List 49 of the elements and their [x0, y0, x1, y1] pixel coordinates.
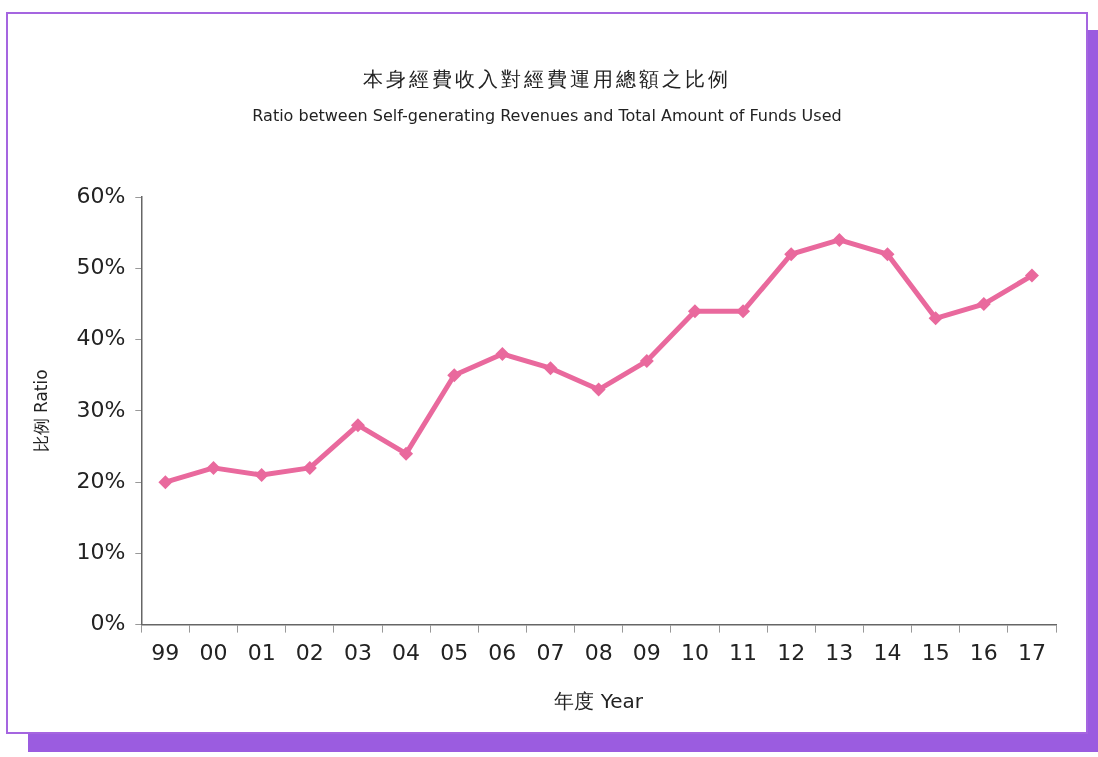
- point: [350, 418, 365, 433]
- point: [399, 446, 414, 461]
- y-tick-label: 0%: [90, 610, 126, 636]
- x-tick-label: 05: [440, 639, 469, 665]
- y-tick-label: 60%: [76, 182, 126, 208]
- point: [784, 247, 799, 262]
- y-tick-label: 30%: [76, 396, 126, 422]
- x-tick-label: 99: [151, 639, 180, 665]
- x-tick-label: 17: [1017, 639, 1046, 665]
- point: [736, 304, 751, 319]
- x-axis-title: 年度 Year: [554, 689, 644, 714]
- x-tick-label: 09: [632, 639, 661, 665]
- x-tick-label: 01: [247, 639, 276, 665]
- x-tick-label: 12: [777, 639, 806, 665]
- x-tick-label: 13: [825, 639, 854, 665]
- y-tick-label: 40%: [76, 325, 126, 351]
- point: [206, 460, 221, 475]
- point: [880, 247, 895, 262]
- x-tick-label: 14: [873, 639, 902, 665]
- x-tick-label: 03: [343, 639, 372, 665]
- chart-subtitle: Ratio between Self-generating Revenues and Total Amount of Funds Used: [251, 106, 843, 125]
- x-tick-label: 15: [921, 639, 950, 665]
- y-tick-label: 20%: [76, 467, 126, 493]
- point: [591, 382, 606, 397]
- y-axis-title: 比例 Ratio: [30, 369, 51, 453]
- point: [639, 354, 654, 369]
- point: [543, 361, 558, 376]
- point: [302, 460, 317, 475]
- point: [928, 311, 943, 326]
- point: [158, 475, 173, 490]
- y-tick-label: 50%: [76, 254, 126, 280]
- x-tick-label: 11: [729, 639, 758, 665]
- point: [976, 297, 991, 312]
- x-tick-label: 10: [680, 639, 709, 665]
- point: [447, 368, 462, 383]
- point: [832, 232, 847, 247]
- x-tick-label: 07: [536, 639, 565, 665]
- x-tick-label: 16: [969, 639, 998, 665]
- x-tick-label: 00: [199, 639, 228, 665]
- x-tick-label: 08: [584, 639, 613, 665]
- point: [687, 304, 702, 319]
- point: [495, 346, 510, 361]
- x-tick-label: 02: [295, 639, 324, 665]
- point: [254, 468, 269, 483]
- chart-title: 本身經費收入對經費運用總額之比例: [362, 66, 732, 93]
- x-tick-label: 06: [488, 639, 517, 665]
- x-tick-label: 04: [392, 639, 421, 665]
- y-tick-label: 10%: [76, 539, 126, 565]
- point: [1024, 268, 1039, 283]
